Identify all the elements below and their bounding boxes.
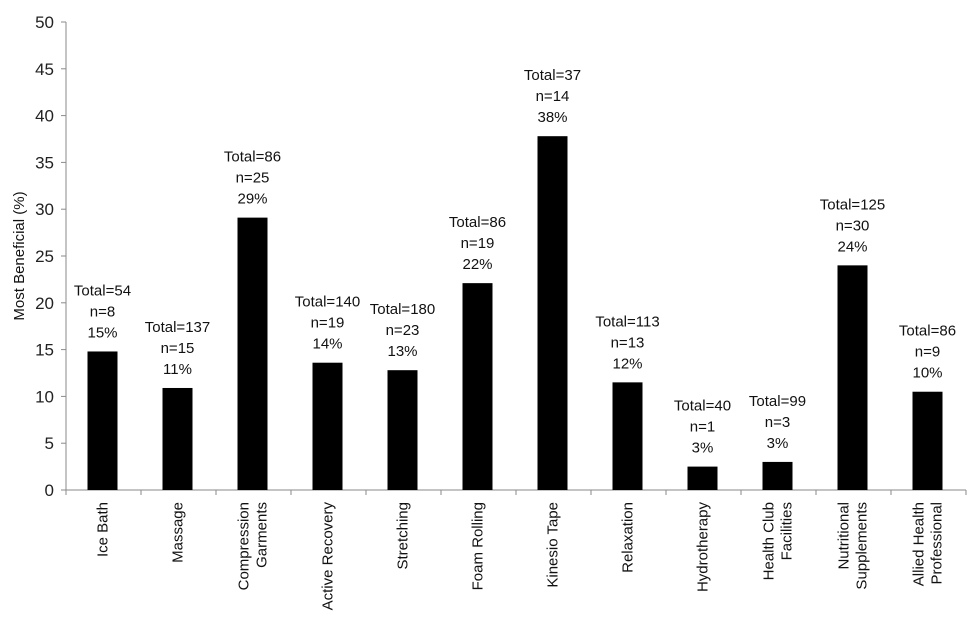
x-tick-label: Health Club	[761, 502, 778, 580]
y-tick-label: 15	[35, 341, 54, 360]
x-tick-label-group: Kinesio Tape	[545, 502, 562, 588]
data-label: 13%	[387, 343, 417, 360]
x-tick-label-group: Relaxation	[620, 502, 637, 573]
y-axis-label: Most Beneficial (%)	[11, 191, 28, 320]
bar	[462, 283, 493, 490]
x-tick-label: Kinesio Tape	[545, 502, 562, 588]
x-tick-label-group: Health Club Facilities	[761, 502, 796, 580]
data-label: Total=99	[749, 393, 806, 410]
x-tick-label: Hydrotherapy	[695, 502, 712, 593]
data-label: Total=37	[524, 67, 581, 84]
data-label: 14%	[312, 336, 342, 353]
data-label: n=15	[161, 340, 195, 357]
x-tick-label-group: Compression Garments	[236, 502, 271, 590]
x-tick-label: Active Recovery	[320, 502, 337, 611]
y-tick-label: 25	[35, 247, 54, 266]
y-tick-label: 35	[35, 153, 54, 172]
bar	[612, 382, 643, 490]
data-label: n=19	[311, 315, 345, 332]
x-tick-label-group: Stretching	[395, 502, 412, 570]
x-tick-label-group: Ice Bath	[95, 502, 112, 557]
x-tick-label: Facilities	[779, 502, 796, 560]
x-tick-label: Allied Health	[911, 502, 928, 586]
x-tick-label: Massage	[170, 502, 187, 563]
bar	[837, 265, 868, 490]
x-tick-label: Garments	[254, 502, 271, 568]
bar	[912, 391, 943, 490]
bar	[162, 387, 193, 490]
data-label: n=1	[690, 419, 715, 436]
x-tick-label: Ice Bath	[95, 502, 112, 557]
x-tick-label: Relaxation	[620, 502, 637, 573]
y-tick-label: 10	[35, 387, 54, 406]
data-label: Total=86	[449, 214, 506, 231]
y-tick-label: 50	[35, 13, 54, 32]
y-tick-label: 0	[45, 481, 54, 500]
data-label: 11%	[163, 361, 192, 378]
data-label: Total=86	[899, 323, 956, 340]
data-label: Total=140	[295, 294, 360, 311]
x-tick-labels: Ice Bath Massage Compression Garments Active…	[95, 502, 946, 611]
bar	[387, 370, 418, 490]
data-label: n=3	[765, 414, 790, 431]
data-label: n=23	[386, 322, 420, 339]
bar	[87, 351, 118, 490]
x-tick-label: Supplements	[854, 502, 871, 590]
data-label: Total=125	[820, 196, 885, 213]
data-label: 10%	[912, 365, 942, 382]
data-label: Total=86	[224, 149, 281, 166]
bar	[687, 466, 718, 490]
x-tick-label: Compression	[236, 502, 253, 590]
data-label: 3%	[692, 440, 714, 457]
bar	[762, 461, 793, 490]
bar	[237, 217, 268, 490]
bars	[87, 136, 943, 490]
data-label: n=13	[611, 334, 645, 351]
data-label: Total=180	[370, 301, 435, 318]
data-label: 15%	[87, 324, 117, 341]
data-label: n=9	[915, 344, 940, 361]
data-label: 22%	[462, 256, 492, 273]
x-tick-label-group: Hydrotherapy	[695, 502, 712, 593]
data-label: Total=54	[74, 282, 131, 299]
x-tick-label-group: Active Recovery	[320, 502, 337, 611]
data-label: Total=40	[674, 398, 731, 415]
data-label: 24%	[837, 238, 867, 255]
data-label: n=25	[236, 170, 270, 187]
bar	[537, 136, 568, 490]
y-tick-label: 30	[35, 200, 54, 219]
x-tick-label: Professional	[929, 502, 946, 585]
data-label: 29%	[237, 191, 267, 208]
data-label: n=19	[461, 235, 495, 252]
data-label: 3%	[767, 435, 789, 452]
data-label: n=30	[836, 217, 870, 234]
y-tick-label: 40	[35, 107, 54, 126]
data-label: 38%	[537, 109, 567, 126]
data-label: Total=113	[595, 313, 659, 330]
y-tick-label: 5	[45, 434, 54, 453]
x-tick-label: Foam Rolling	[470, 502, 487, 590]
x-tick-label-group: Nutritional Supplements	[836, 502, 871, 590]
y-tick-label: 20	[35, 294, 54, 313]
data-label: n=8	[90, 303, 115, 320]
x-tick-label-group: Massage	[170, 502, 187, 563]
data-label: 12%	[612, 355, 642, 372]
data-label: Total=137	[145, 319, 210, 336]
x-tick-label-group: Allied Health Professional	[911, 502, 946, 586]
x-tick-label: Stretching	[395, 502, 412, 570]
bar	[312, 362, 343, 490]
data-labels: Total=54 n=8 15% Total=137 n=15 11% Total=86 n=…	[74, 67, 956, 456]
data-label: n=14	[536, 88, 570, 105]
axes: 0 5 10 15 20 25 30 35 40 45 50	[35, 13, 967, 500]
y-tick-label: 45	[35, 60, 54, 79]
x-tick-label-group: Foam Rolling	[470, 502, 487, 590]
x-tick-label: Nutritional	[836, 502, 853, 570]
